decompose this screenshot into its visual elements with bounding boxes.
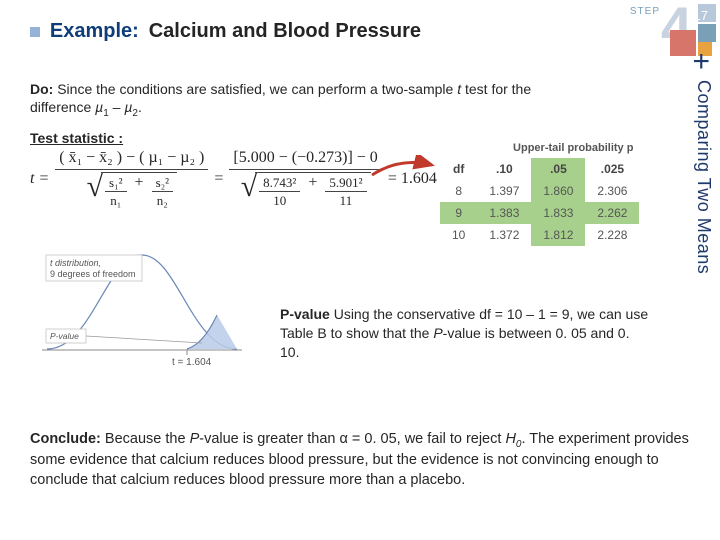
bullet-icon [30,27,40,37]
v2: 5.901² [325,176,366,193]
c13: 2.262 [585,202,639,224]
arrow-icon [370,155,440,183]
c22: 1.812 [531,224,585,246]
s1sq: s₁² [105,176,127,193]
c02: 1.860 [531,180,585,202]
table-header-row: df .10 .05 .025 [440,158,639,180]
example-label: Example: [50,20,139,42]
plus1: + [131,174,148,191]
c01: 1.397 [477,180,531,202]
n1: n₁ [110,192,121,208]
sqrt1: √ s₁²n₁ + s₂²n₂ [87,172,178,208]
plus2: + [304,174,321,191]
slide-number: 17 [694,8,708,23]
period: . [138,99,142,115]
pvalue-paragraph: P-value Using the conservative df = 10 –… [280,305,650,362]
c10: 9 [440,202,477,224]
d1: 10 [273,192,286,208]
pv-label: P-value [50,331,79,341]
annot2: 9 degrees of freedom [50,269,136,279]
th-df: df [440,158,477,180]
do-label: Do: [30,81,53,97]
num2: [5.000 − (−0.273)] − 0 [229,150,381,170]
c11: 1.383 [477,202,531,224]
table-row: 10 1.372 1.812 2.228 [440,224,639,246]
conc-label: Conclude: [30,431,101,447]
table-title: Upper-tail probability p [440,142,639,154]
sidebar-title: Comparing Two Means [693,80,714,274]
formula-label: Test statistic : [30,130,123,146]
annot1: t distribution, [50,258,101,268]
eq1: = [214,170,223,188]
t-eq: t = [30,170,49,188]
conc-P: P [190,431,200,447]
t-label: t = 1.604 [172,357,212,368]
plus-symbol: + [692,45,710,79]
c20: 10 [440,224,477,246]
th-025: .025 [585,158,639,180]
header: Example: Calcium and Blood Pressure [30,20,690,43]
c23: 2.228 [585,224,639,246]
conc-b: -value is greater than α = 0. 05, we fai… [199,431,505,447]
s2sq: s₂² [152,176,174,193]
page-title: Calcium and Blood Pressure [149,20,421,42]
crit-values: df .10 .05 .025 8 1.397 1.860 2.306 9 1.… [440,158,639,246]
pv-b: P-value [280,306,330,322]
table-row: 8 1.397 1.860 2.306 [440,180,639,202]
th-05: .05 [531,158,585,180]
c00: 8 [440,180,477,202]
num1: ( x̄₁ − x̄₂ ) − ( µ₁ − µ₂ ) [55,150,208,170]
frac2: [5.000 − (−0.273)] − 0 √ 8.743²10 + 5.90… [229,150,381,208]
v1: 8.743² [259,176,300,193]
n2: n₂ [157,192,168,208]
conc-a: Because the [101,431,190,447]
mu1: µ [95,99,103,115]
crit-table: Upper-tail probability p df .10 .05 .025… [440,142,639,246]
frac1: ( x̄₁ − x̄₂ ) − ( µ₁ − µ₂ ) √ s₁²n₁ + s₂… [55,150,208,208]
do-text: Do: Since the conditions are satisfied, … [30,80,590,120]
minus: – [109,99,125,115]
th-10: .10 [477,158,531,180]
c12: 1.833 [531,202,585,224]
step-label: STEP [630,6,660,17]
table-row-highlight: 9 1.383 1.833 2.262 [440,202,639,224]
h0: H [505,431,515,447]
conclude-paragraph: Conclude: Because the P-value is greater… [30,430,690,491]
c21: 1.372 [477,224,531,246]
do-a: Since the conditions are satisfied, we c… [53,81,457,97]
sqrt2: √ 8.743²10 + 5.901²11 [241,172,371,208]
t-distribution-curve: t distribution, 9 degrees of freedom P-v… [32,235,252,375]
pv-P: P [433,325,442,341]
c03: 2.306 [585,180,639,202]
d2: 11 [340,192,353,208]
logo-sq-b [698,24,716,42]
